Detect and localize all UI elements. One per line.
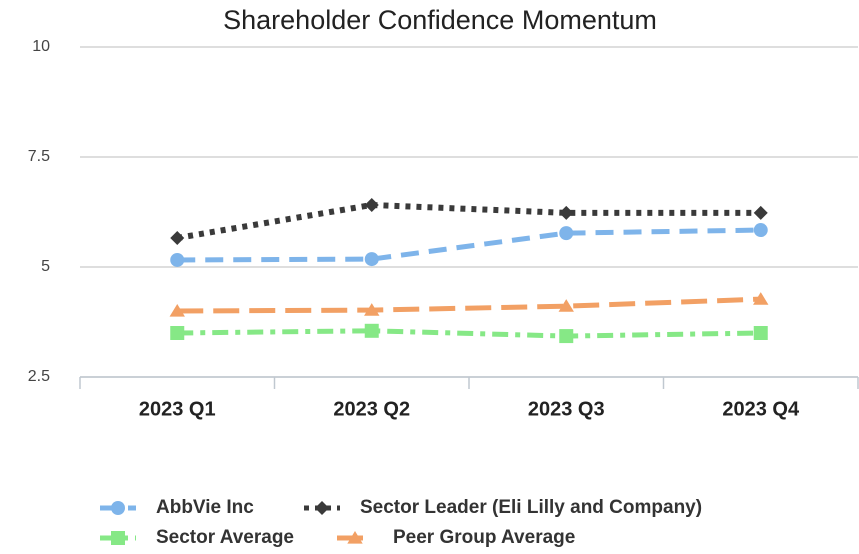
marker [753,326,768,340]
legend-label: AbbVie Inc [156,497,254,518]
marker [753,205,768,220]
marker [559,329,574,344]
y-tick-label: 2.5 [28,368,50,385]
y-tick-label: 7.5 [28,148,50,165]
marker [753,223,768,238]
y-tick-label: 10 [32,38,50,55]
legend-label: Sector Average [156,527,294,548]
marker [364,303,380,316]
legend-label: Sector Leader (Eli Lilly and Company) [360,497,702,518]
series-line [177,328,761,339]
marker [111,501,125,515]
marker [364,252,379,267]
marker [559,226,574,241]
chart-title: Shareholder Confidence Momentum [223,5,657,35]
y-tick-label: 5 [41,258,50,275]
x-tick-label: 2023 Q4 [722,398,800,420]
marker [170,230,185,245]
marker [170,252,185,267]
marker [753,292,769,305]
series-line [177,296,761,314]
marker [559,205,574,220]
marker [364,197,379,212]
x-tick-label: 2023 Q3 [528,398,605,420]
marker [558,299,574,312]
marker [364,323,379,338]
marker [347,531,363,544]
x-tick-label: 2023 Q2 [333,398,410,420]
marker [315,501,329,515]
marker [170,326,185,340]
marker [111,531,125,545]
x-tick-label: 2023 Q1 [139,398,216,420]
marker [169,304,185,317]
series-line [177,227,761,263]
series-line [176,201,761,241]
legend-label: Peer Group Average [393,527,575,548]
